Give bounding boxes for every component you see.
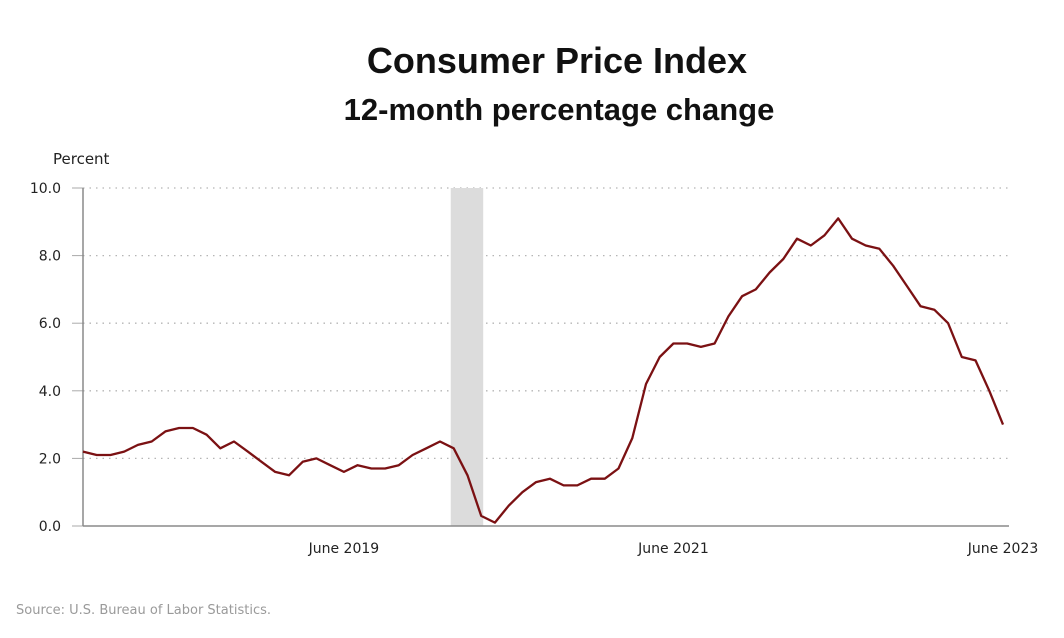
- x-tick-label: June 2021: [637, 541, 709, 557]
- x-tick-label: June 2019: [308, 541, 380, 557]
- chart-title: Consumer Price Index: [366, 40, 748, 81]
- series-line: [82, 217, 1005, 524]
- y-tick-label: 0.0: [39, 519, 61, 535]
- y-tick-label: 4.0: [39, 384, 61, 400]
- series-group: [82, 217, 1005, 524]
- recession-shade: [450, 188, 484, 526]
- source-note: Source: U.S. Bureau of Labor Statistics.: [16, 603, 271, 618]
- recession-band: [450, 188, 484, 526]
- gridlines: [83, 187, 1010, 460]
- y-tick-label: 8.0: [39, 249, 61, 265]
- y-tick-label: 2.0: [39, 451, 61, 467]
- x-tick-label: June 2023: [967, 541, 1039, 557]
- y-tick-label: 10.0: [30, 181, 61, 197]
- y-axis-ticks: 0.0 2.0 4.0 6.0 8.0 10.0: [30, 181, 83, 535]
- y-axis-label: Percent: [53, 150, 110, 168]
- x-axis-ticks: June 2019 June 2021 June 2023: [308, 541, 1039, 557]
- chart-subtitle: 12-month percentage change: [343, 92, 775, 127]
- y-tick-label: 6.0: [39, 316, 61, 332]
